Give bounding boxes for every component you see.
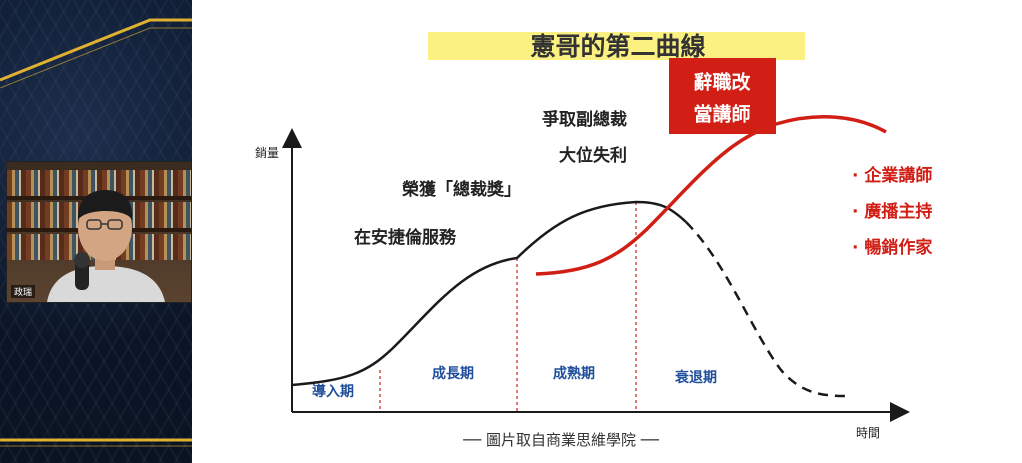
second-curve <box>535 115 887 276</box>
bullet-corporate-trainer: · 企業講師 <box>852 165 932 186</box>
slide: 憲哥的第二曲線 辭職改 當講師 銷量 時間 導入期 成長期 成熟期 衰退期 在安… <box>196 0 1022 463</box>
image-source-caption: ── 圖片取自商業思維學院 ── <box>462 431 660 449</box>
webcam-name-tag: 政瑞 <box>11 285 36 298</box>
gold-accent-lines <box>0 18 192 447</box>
second-curve-diagram: 憲哥的第二曲線 辭職改 當講師 銷量 時間 導入期 成長期 成熟期 衰退期 在安… <box>255 32 932 449</box>
presenter-figure <box>47 190 165 302</box>
slide-title: 憲哥的第二曲線 <box>530 32 705 61</box>
title-highlight <box>428 32 805 60</box>
milestone-lost-position: 大位失利 <box>559 145 627 166</box>
milestone-presidents-award: 榮獲「總裁獎」 <box>402 179 521 200</box>
milestone-agilent: 在安捷倫服務 <box>354 227 457 248</box>
stage-label-decline: 衰退期 <box>674 369 717 386</box>
decline-curve-dashed <box>685 221 847 398</box>
milestone-vp-bid: 爭取副總裁 <box>542 109 627 130</box>
x-axis-label: 時間 <box>856 426 880 440</box>
stream-background-panel: 政瑞 <box>0 0 192 463</box>
stage-label-growth: 成長期 <box>432 365 474 382</box>
y-axis-label: 銷量 <box>255 145 279 160</box>
red-callout-line-2: 當講師 <box>693 103 750 126</box>
bullet-radio-host: · 廣播主持 <box>852 201 932 222</box>
stage-label-introduction: 導入期 <box>312 383 354 400</box>
red-callout-line-1: 辭職改 <box>693 71 751 94</box>
first-curve <box>291 200 687 387</box>
stage-label-maturity: 成熟期 <box>553 365 595 382</box>
bullet-bestselling-author: · 暢銷作家 <box>852 237 932 258</box>
webcam-feed: 政瑞 <box>6 161 192 303</box>
red-callout-box <box>669 58 776 134</box>
